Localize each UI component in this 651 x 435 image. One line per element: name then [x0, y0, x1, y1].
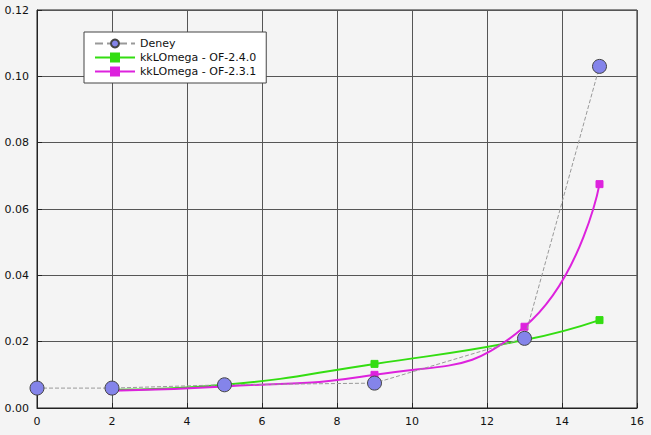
svg-text:kkLOmega - OF-2.4.0: kkLOmega - OF-2.4.0 [140, 51, 256, 64]
svg-text:10: 10 [405, 415, 419, 428]
svg-text:0.12: 0.12 [5, 4, 30, 17]
svg-text:4: 4 [184, 415, 191, 428]
svg-text:0.10: 0.10 [5, 70, 30, 83]
svg-text:16: 16 [630, 415, 644, 428]
svg-text:6: 6 [259, 415, 266, 428]
svg-text:2: 2 [109, 415, 116, 428]
svg-text:0.08: 0.08 [5, 136, 30, 149]
svg-text:8: 8 [334, 415, 341, 428]
svg-text:0.02: 0.02 [5, 335, 30, 348]
svg-text:0.00: 0.00 [5, 402, 30, 415]
svg-text:14: 14 [555, 415, 569, 428]
svg-text:Deney: Deney [140, 37, 176, 50]
svg-text:0.06: 0.06 [5, 203, 30, 216]
svg-text:0: 0 [34, 415, 41, 428]
svg-text:kkLOmega - OF-2.3.1: kkLOmega - OF-2.3.1 [140, 65, 256, 78]
svg-text:12: 12 [480, 415, 494, 428]
svg-text:0.04: 0.04 [5, 269, 30, 282]
